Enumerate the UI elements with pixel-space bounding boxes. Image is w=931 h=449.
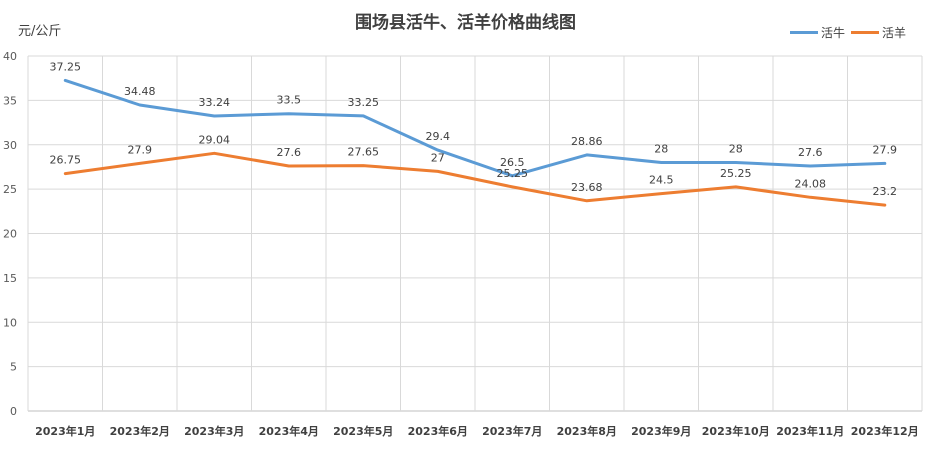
x-tick-label-8: 2023年9月 (631, 424, 691, 438)
data-label-s1-8: 24.5 (649, 174, 674, 187)
y-tick-label-7: 35 (3, 94, 17, 107)
data-label-s1-0: 26.75 (50, 154, 82, 167)
y-tick-label-4: 20 (3, 228, 17, 241)
x-tick-label-11: 2023年12月 (851, 424, 919, 438)
x-tick-label-9: 2023年10月 (702, 424, 770, 438)
data-label-s1-1: 27.9 (128, 143, 153, 156)
data-label-s1-9: 25.25 (720, 167, 752, 180)
legend-item-sheep: 活羊 (851, 24, 906, 41)
data-label-s0-3: 33.5 (277, 94, 302, 107)
y-tick-label-1: 5 (10, 361, 17, 374)
x-tick-label-0: 2023年1月 (35, 424, 95, 438)
data-label-s0-8: 28 (654, 143, 668, 156)
x-tick-label-10: 2023年11月 (776, 424, 844, 438)
x-tick-label-5: 2023年6月 (408, 424, 468, 438)
legend-item-cattle: 活牛 (790, 24, 845, 41)
data-label-s0-4: 33.25 (348, 96, 380, 109)
y-tick-label-8: 40 (3, 50, 17, 63)
data-label-s1-7: 23.68 (571, 181, 603, 194)
y-tick-label-0: 0 (10, 405, 17, 418)
data-label-s0-2: 33.24 (199, 96, 231, 109)
legend-swatch-sheep (851, 31, 880, 34)
x-tick-label-3: 2023年4月 (259, 424, 319, 438)
legend-swatch-cattle (790, 31, 818, 34)
legend-label-cattle: 活牛 (821, 26, 846, 40)
y-tick-label-5: 25 (3, 183, 17, 196)
data-label-s0-1: 34.48 (124, 85, 156, 98)
data-label-s0-10: 27.6 (798, 146, 823, 159)
data-label-s1-11: 23.2 (873, 185, 898, 198)
x-tick-label-1: 2023年2月 (110, 424, 170, 438)
data-label-s1-4: 27.65 (348, 146, 380, 159)
x-tick-label-2: 2023年3月 (184, 424, 244, 438)
data-label-s0-11: 27.9 (873, 143, 898, 156)
chart-title: 围场县活牛、活羊价格曲线图 (355, 13, 576, 33)
data-label-s0-9: 28 (729, 143, 743, 156)
data-label-s1-3: 27.6 (277, 146, 302, 159)
data-label-s1-5: 27 (431, 151, 445, 164)
data-label-s0-0: 37.25 (50, 60, 82, 73)
legend-label-sheep: 活羊 (882, 26, 907, 40)
data-label-s0-6: 26.5 (500, 156, 525, 169)
data-label-s0-5: 29.4 (426, 130, 451, 143)
x-tick-label-7: 2023年8月 (557, 424, 617, 438)
y-tick-label-2: 10 (3, 316, 17, 329)
data-label-s0-7: 28.86 (571, 135, 603, 148)
data-label-s1-6: 25.25 (497, 167, 529, 180)
y-tick-label-3: 15 (3, 272, 17, 285)
series-line-0 (63, 78, 887, 178)
x-tick-label-4: 2023年5月 (333, 424, 393, 438)
series-line-1 (63, 151, 887, 207)
data-label-s1-2: 29.04 (199, 133, 231, 146)
data-label-s1-10: 24.08 (795, 177, 827, 190)
legend: 活牛 活羊 (790, 24, 912, 41)
y-axis-label: 元/公斤 (18, 24, 62, 39)
x-tick-label-6: 2023年7月 (482, 424, 542, 438)
y-tick-label-6: 30 (3, 139, 17, 152)
